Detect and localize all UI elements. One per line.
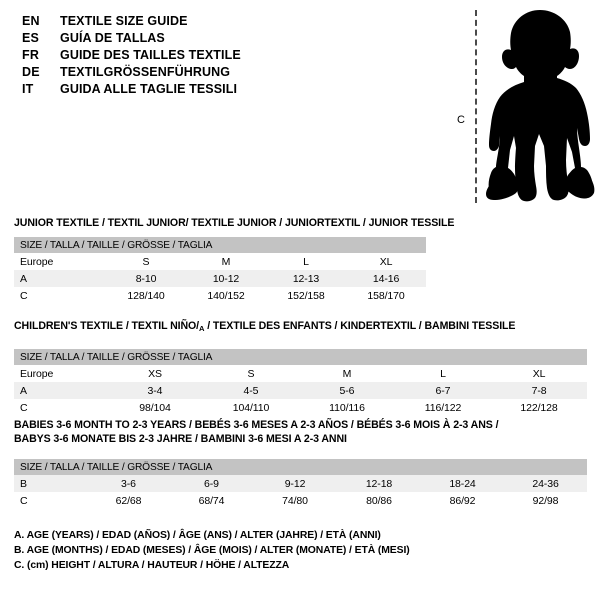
legend-row-a: A. AGE (YEARS) / EDAD (AÑOS) / ÂGE (ANS)…: [14, 530, 381, 541]
height-dashed-line: [475, 10, 477, 203]
title-text-fr: GUIDE DES TAILLES TEXTILE: [60, 48, 241, 62]
children-row-c: C 98/104 104/110 110/116 116/122 122/128: [14, 399, 588, 416]
children-row-a-cell-1: 4-5: [203, 382, 299, 399]
junior-row-a-cell-0: 8-10: [106, 270, 186, 287]
junior-row-europe-cell-3: XL: [346, 253, 427, 270]
junior-row-a-label: A: [14, 270, 106, 287]
junior-row-c-label: C: [14, 287, 106, 304]
junior-row-c-cell-3: 158/170: [346, 287, 427, 304]
children-row-c-label: C: [14, 399, 107, 416]
legend-row-b: B. AGE (MONTHS) / EDAD (MESES) / ÂGE (MO…: [14, 545, 410, 556]
children-row-europe-label: Europe: [14, 365, 107, 382]
language-code-fr: FR: [22, 48, 40, 62]
babies-row-c-cell-1: 68/74: [170, 492, 253, 509]
height-axis-label: C: [457, 114, 466, 126]
children-row-c-cell-0: 98/104: [107, 399, 203, 416]
title-row-en: EN TEXTILE SIZE GUIDE: [22, 14, 422, 31]
title-row-fr: FR GUIDE DES TAILLES TEXTILE: [22, 48, 422, 65]
junior-table-bar-row: SIZE / TALLA / TAILLE / GRÖSSE / TAGLIA: [14, 237, 427, 253]
children-row-a-cell-2: 5-6: [299, 382, 395, 399]
children-row-c-cell-2: 110/116: [299, 399, 395, 416]
babies-heading-line-2: BABYS 3-6 MONATE BIS 2-3 JAHRE / BAMBINI…: [14, 433, 347, 445]
junior-row-europe-cell-0: S: [106, 253, 186, 270]
children-row-europe-cell-1: S: [203, 365, 299, 382]
junior-row-europe-label: Europe: [14, 253, 106, 270]
children-size-table: SIZE / TALLA / TAILLE / GRÖSSE / TAGLIA …: [14, 349, 588, 416]
children-row-a: A 3-4 4-5 5-6 6-7 7-8: [14, 382, 588, 399]
babies-row-c-cell-0: 62/68: [87, 492, 170, 509]
junior-row-c: C 128/140 140/152 152/158 158/170: [14, 287, 427, 304]
title-text-es: GUÍA DE TALLAS: [60, 31, 165, 45]
children-row-a-cell-0: 3-4: [107, 382, 203, 399]
junior-bar-label: SIZE / TALLA / TAILLE / GRÖSSE / TAGLIA: [14, 237, 427, 253]
babies-row-b-cell-5: 24-36: [504, 475, 588, 492]
babies-row-b-cell-1: 6-9: [170, 475, 253, 492]
children-heading-suffix: / TEXTILE DES ENFANTS / KINDERTEXTIL / B…: [204, 320, 516, 332]
junior-row-a-cell-2: 12-13: [266, 270, 346, 287]
babies-row-b-cell-2: 9-12: [253, 475, 337, 492]
children-row-europe-cell-3: L: [395, 365, 491, 382]
legend-row-c: C. (cm) HEIGHT / ALTURA / HAUTEUR / HÖHE…: [14, 560, 290, 571]
babies-row-c-cell-5: 92/98: [504, 492, 588, 509]
junior-row-europe-cell-2: L: [266, 253, 346, 270]
junior-row-c-cell-0: 128/140: [106, 287, 186, 304]
toddler-silhouette-icon: [486, 10, 595, 202]
title-row-es: ES GUÍA DE TALLAS: [22, 31, 422, 48]
babies-row-c-cell-2: 74/80: [253, 492, 337, 509]
babies-size-table: SIZE / TALLA / TAILLE / GRÖSSE / TAGLIA …: [14, 459, 588, 509]
babies-row-b: B 3-6 6-9 9-12 12-18 18-24 24-36: [14, 475, 588, 492]
babies-row-b-cell-0: 3-6: [87, 475, 170, 492]
babies-table-bar-row: SIZE / TALLA / TAILLE / GRÖSSE / TAGLIA: [14, 459, 588, 475]
junior-size-table: SIZE / TALLA / TAILLE / GRÖSSE / TAGLIA …: [14, 237, 427, 304]
height-measurement-figure: C: [440, 8, 595, 208]
babies-row-c-cell-3: 80/86: [337, 492, 421, 509]
junior-row-europe-cell-1: M: [186, 253, 266, 270]
title-text-de: TEXTILGRÖSSENFÜHRUNG: [60, 65, 231, 79]
children-row-europe: Europe XS S M L XL: [14, 365, 588, 382]
babies-row-c-label: C: [14, 492, 87, 509]
junior-row-a: A 8-10 10-12 12-13 14-16: [14, 270, 427, 287]
language-title-block: EN TEXTILE SIZE GUIDE ES GUÍA DE TALLAS …: [22, 14, 422, 99]
language-code-de: DE: [22, 65, 40, 79]
children-table-bar-row: SIZE / TALLA / TAILLE / GRÖSSE / TAGLIA: [14, 349, 588, 365]
title-text-en: TEXTILE SIZE GUIDE: [60, 14, 188, 28]
children-row-a-cell-3: 6-7: [395, 382, 491, 399]
babies-row-b-cell-3: 12-18: [337, 475, 421, 492]
children-row-c-cell-1: 104/110: [203, 399, 299, 416]
babies-row-b-label: B: [14, 475, 87, 492]
junior-row-a-cell-3: 14-16: [346, 270, 427, 287]
measurement-legend: A. AGE (YEARS) / EDAD (AÑOS) / ÂGE (ANS)…: [14, 530, 410, 575]
babies-bar-label: SIZE / TALLA / TAILLE / GRÖSSE / TAGLIA: [14, 459, 588, 475]
children-row-europe-cell-4: XL: [491, 365, 588, 382]
language-code-es: ES: [22, 31, 40, 45]
language-code-it: IT: [22, 82, 34, 96]
junior-row-c-cell-2: 152/158: [266, 287, 346, 304]
junior-row-europe: Europe S M L XL: [14, 253, 427, 270]
children-row-europe-cell-0: XS: [107, 365, 203, 382]
title-text-it: GUIDA ALLE TAGLIE TESSILI: [60, 82, 238, 96]
language-code-en: EN: [22, 14, 40, 28]
children-section-heading: CHILDREN'S TEXTILE / TEXTIL NIÑO/A / TEX…: [14, 320, 516, 333]
children-row-c-cell-3: 116/122: [395, 399, 491, 416]
children-row-a-label: A: [14, 382, 107, 399]
children-row-a-cell-4: 7-8: [491, 382, 588, 399]
title-row-de: DE TEXTILGRÖSSENFÜHRUNG: [22, 65, 422, 82]
junior-row-a-cell-1: 10-12: [186, 270, 266, 287]
babies-row-b-cell-4: 18-24: [421, 475, 504, 492]
children-row-c-cell-4: 122/128: [491, 399, 588, 416]
babies-heading-line-1: BABIES 3-6 MONTH TO 2-3 YEARS / BEBÉS 3-…: [14, 419, 499, 431]
title-row-it: IT GUIDA ALLE TAGLIE TESSILI: [22, 82, 422, 99]
babies-row-c: C 62/68 68/74 74/80 80/86 86/92 92/98: [14, 492, 588, 509]
children-bar-label: SIZE / TALLA / TAILLE / GRÖSSE / TAGLIA: [14, 349, 588, 365]
junior-row-c-cell-1: 140/152: [186, 287, 266, 304]
babies-section-heading: BABIES 3-6 MONTH TO 2-3 YEARS / BEBÉS 3-…: [14, 419, 499, 445]
junior-section-heading: JUNIOR TEXTILE / TEXTIL JUNIOR/ TEXTILE …: [14, 217, 455, 229]
children-heading-sub-a: A: [199, 323, 205, 333]
children-heading-prefix: CHILDREN'S TEXTILE / TEXTIL NIÑO/: [14, 320, 200, 332]
babies-row-c-cell-4: 86/92: [421, 492, 504, 509]
children-row-europe-cell-2: M: [299, 365, 395, 382]
